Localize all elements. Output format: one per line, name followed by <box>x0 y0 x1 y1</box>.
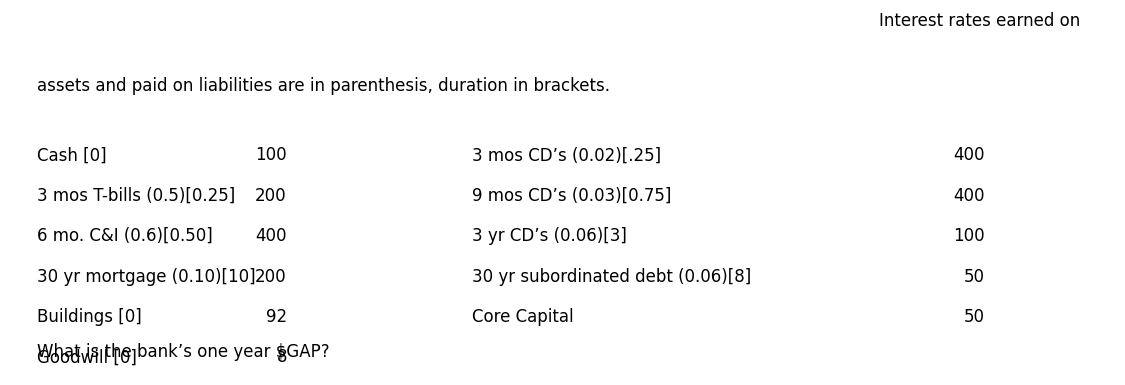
Text: 400: 400 <box>953 187 984 205</box>
Text: 92: 92 <box>266 308 287 326</box>
Text: 200: 200 <box>255 187 287 205</box>
Text: 100: 100 <box>255 146 287 164</box>
Text: 3 mos T-bills (0.5)[0.25]: 3 mos T-bills (0.5)[0.25] <box>37 187 235 205</box>
Text: Cash [0]: Cash [0] <box>37 146 107 164</box>
Text: 9 mos CD’s (0.03)[0.75]: 9 mos CD’s (0.03)[0.75] <box>472 187 672 205</box>
Text: 6 mo. C&I (0.6)[0.50]: 6 mo. C&I (0.6)[0.50] <box>37 227 213 245</box>
Text: 3 mos CD’s (0.02)[.25]: 3 mos CD’s (0.02)[.25] <box>472 146 662 164</box>
Text: 100: 100 <box>953 227 984 245</box>
Text: 200: 200 <box>255 268 287 286</box>
Text: 3 yr CD’s (0.06)[3]: 3 yr CD’s (0.06)[3] <box>472 227 628 245</box>
Text: 8: 8 <box>277 348 287 367</box>
Text: Interest rates earned on: Interest rates earned on <box>879 12 1080 30</box>
Text: 50: 50 <box>963 308 984 326</box>
Text: 400: 400 <box>255 227 287 245</box>
Text: 400: 400 <box>953 146 984 164</box>
Text: Goodwill [0]: Goodwill [0] <box>37 348 137 367</box>
Text: 30 yr subordinated debt (0.06)[8]: 30 yr subordinated debt (0.06)[8] <box>472 268 752 286</box>
Text: What is the bank’s one year $GAP?: What is the bank’s one year $GAP? <box>37 343 330 361</box>
Text: Core Capital: Core Capital <box>472 308 574 326</box>
Text: 50: 50 <box>963 268 984 286</box>
Text: 30 yr mortgage (0.10)[10]: 30 yr mortgage (0.10)[10] <box>37 268 255 286</box>
Text: Buildings [0]: Buildings [0] <box>37 308 142 326</box>
Text: assets and paid on liabilities are in parenthesis, duration in brackets.: assets and paid on liabilities are in pa… <box>37 77 610 95</box>
